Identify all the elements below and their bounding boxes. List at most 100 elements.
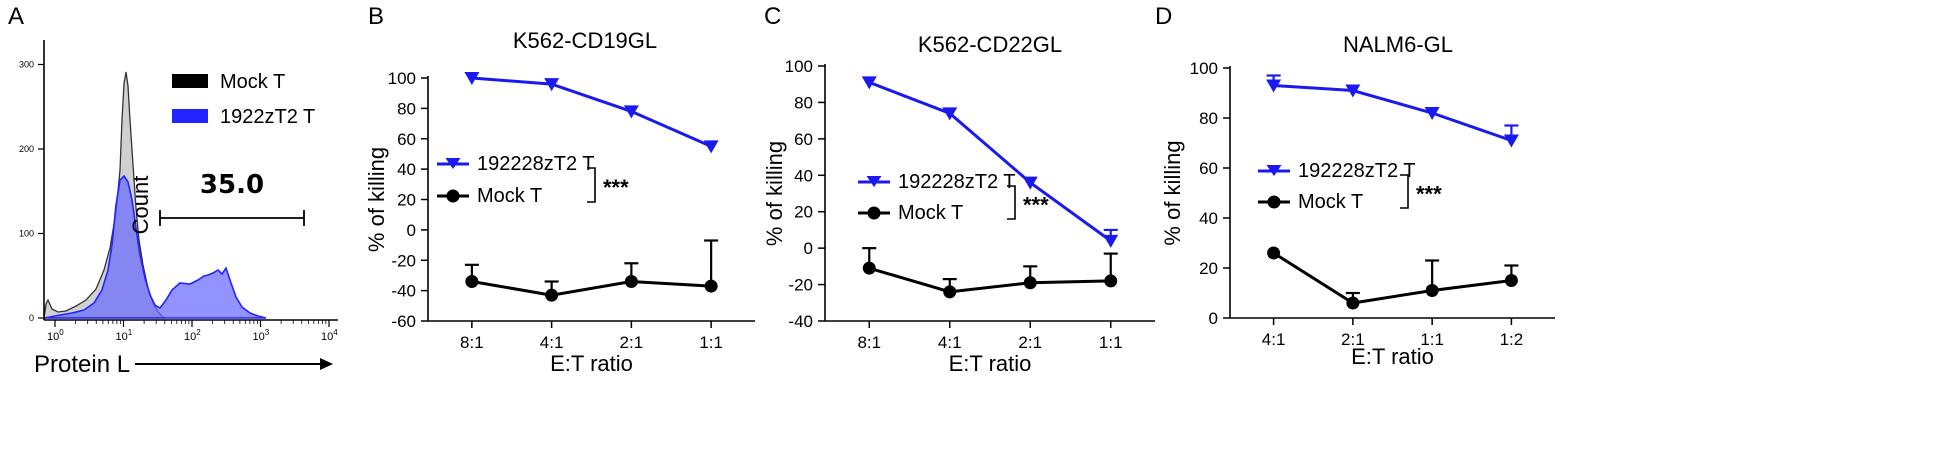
- y-tick-label: -20: [391, 251, 416, 270]
- significance-bracket: [1007, 185, 1016, 220]
- legend-marker-mock: [446, 189, 460, 203]
- data-point-mock: [624, 275, 638, 289]
- y-tick-label: 20: [794, 203, 813, 222]
- panel-letter: D: [1155, 3, 1172, 30]
- y-tick-label: -20: [788, 276, 813, 295]
- data-point-car: [544, 78, 560, 92]
- x-axis-label: E:T ratio: [949, 351, 1032, 376]
- hist-x-tick-label: 100: [47, 328, 64, 343]
- legend-swatch-mock: [172, 74, 208, 88]
- hist-x-tick-label: 103: [253, 328, 270, 343]
- y-tick-label: 0: [407, 221, 416, 240]
- y-tick-label: 80: [794, 93, 813, 112]
- car-histogram-fill: [43, 174, 267, 319]
- series-line-mock: [471, 280, 712, 297]
- data-point-car: [1424, 107, 1440, 120]
- data-point-car: [1022, 176, 1038, 190]
- series-line-car: [471, 76, 712, 148]
- y-tick-label: 100: [1190, 59, 1218, 78]
- y-tick-label: -60: [391, 312, 416, 331]
- series-line-car: [868, 80, 1112, 243]
- significance-label: ***: [1416, 182, 1442, 207]
- y-axis-label: % of killing: [762, 141, 787, 246]
- y-tick-label: 0: [1209, 309, 1218, 328]
- legend-marker-mock: [867, 206, 881, 220]
- y-tick-label: 20: [397, 191, 416, 210]
- y-tick-label: 60: [397, 130, 416, 149]
- y-tick-label: 80: [1199, 109, 1218, 128]
- y-tick-label: 40: [1199, 209, 1218, 228]
- hist-y-label: Count: [128, 176, 153, 235]
- y-tick-label: 80: [397, 99, 416, 118]
- legend-marker-car: [866, 176, 882, 187]
- data-point-car: [942, 107, 958, 121]
- y-tick-label: 40: [794, 166, 813, 185]
- panel-c-chart: C K562-CD22GL -40 -20 0 20 40 60 80 100 8:1 4:1 2:1 1…: [762, 3, 1155, 376]
- data-point-mock: [1425, 284, 1439, 297]
- hist-x-tick-label: 101: [116, 328, 133, 343]
- chart-title: NALM6-GL: [1343, 32, 1453, 57]
- x-tick-label: 4:1: [540, 333, 564, 352]
- legend-marker-mock: [1267, 195, 1281, 209]
- x-tick-label: 1:1: [1420, 330, 1444, 349]
- hist-x-label: Protein L: [34, 351, 130, 378]
- legend-marker-car: [1266, 165, 1282, 176]
- x-tick-label: 1:2: [1500, 330, 1524, 349]
- x-tick-label: 2:1: [1341, 330, 1365, 349]
- panel-b-chart: B K562-CD19GL -60 -40 -20 0 20 40 60 80 100 8:1 4:1 2…: [364, 3, 755, 376]
- x-axis-label: E:T ratio: [1351, 344, 1434, 369]
- significance-label: ***: [603, 175, 629, 200]
- hist-y-tick-label: 100: [19, 229, 34, 239]
- data-point-mock: [1267, 246, 1281, 260]
- chart-title: K562-CD22GL: [918, 32, 1062, 57]
- data-point-car: [1266, 79, 1282, 93]
- y-tick-label: 0: [804, 239, 813, 258]
- significance-bracket: [587, 167, 596, 203]
- data-point-car: [1345, 84, 1361, 98]
- series-line-mock: [1272, 251, 1512, 305]
- significance-label: ***: [1023, 193, 1049, 218]
- hist-x-tick-label: 104: [321, 328, 338, 343]
- y-axis-label: % of killing: [1160, 140, 1185, 245]
- legend-label-mock: Mock T: [1298, 191, 1363, 213]
- panel-letter: B: [368, 3, 384, 30]
- legend-swatch-car: [172, 109, 208, 123]
- data-point-car: [861, 76, 877, 90]
- data-point-mock: [465, 275, 479, 289]
- hist-y-tick-label: 200: [19, 144, 34, 154]
- legend-label-mock: Mock T: [477, 185, 542, 207]
- data-point-mock: [1504, 274, 1518, 287]
- panel-d-chart: D NALM6-GL 0 20 40 60 80 100 4:1 2:1 1:1 1:2 E:T rat…: [1155, 3, 1555, 369]
- series-line-mock: [868, 266, 1111, 294]
- data-point-mock: [704, 279, 718, 293]
- hist-y-tick-label: 300: [19, 60, 34, 70]
- y-tick-label: 20: [1199, 259, 1218, 278]
- data-point-car: [1503, 134, 1519, 148]
- data-point-mock: [862, 261, 876, 275]
- y-tick-label: 100: [388, 69, 416, 88]
- x-tick-label: 1:1: [699, 333, 723, 352]
- data-point-car: [623, 105, 639, 119]
- data-point-car: [464, 72, 480, 85]
- y-tick-label: 40: [397, 160, 416, 179]
- x-tick-label: 8:1: [857, 333, 881, 352]
- x-tick-label: 4:1: [1262, 330, 1286, 349]
- data-point-mock: [1104, 274, 1118, 288]
- y-tick-label: 60: [1199, 159, 1218, 178]
- hist-y-tick-label: 0: [29, 313, 34, 323]
- legend-label-car: 192228zT2 T: [477, 153, 595, 175]
- data-point-mock: [545, 288, 559, 302]
- series-line-car: [1273, 84, 1512, 142]
- y-tick-label: 100: [785, 57, 813, 76]
- legend-label-car: 1922zT2 T: [220, 106, 315, 128]
- legend-label-mock: Mock T: [220, 71, 285, 93]
- y-axis-label: % of killing: [364, 147, 389, 252]
- data-point-car: [703, 140, 719, 154]
- data-point-mock: [1023, 276, 1037, 290]
- data-point-mock: [1346, 296, 1360, 310]
- y-tick-label: 60: [794, 130, 813, 149]
- legend-marker-car: [445, 158, 461, 169]
- legend-label-mock: Mock T: [898, 202, 963, 224]
- significance-bracket: [1400, 174, 1409, 209]
